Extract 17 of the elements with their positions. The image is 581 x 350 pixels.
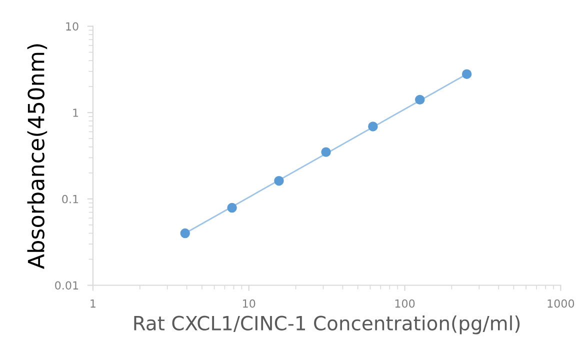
point xyxy=(368,122,378,132)
point xyxy=(415,94,425,105)
y-tick-label: 1 xyxy=(73,108,78,117)
point xyxy=(180,228,190,238)
y-axis-title: Absorbance(450nm) xyxy=(27,44,48,269)
x-axis-title: Rat CXCL1/CINC-1 Concentration(pg/ml) xyxy=(134,315,520,334)
point xyxy=(227,202,237,213)
y-tick-label: 0.1 xyxy=(62,194,78,204)
y-tick-label: 0.01 xyxy=(55,281,78,290)
x-tick-label: 1000 xyxy=(548,299,574,308)
x-tick-label: 100 xyxy=(395,299,415,308)
x-tick-label: 10 xyxy=(243,299,256,308)
y-tick-label: 10 xyxy=(66,22,78,31)
point xyxy=(274,176,284,186)
point xyxy=(462,69,472,79)
x-tick-label: 1 xyxy=(90,299,96,308)
point xyxy=(321,147,331,157)
